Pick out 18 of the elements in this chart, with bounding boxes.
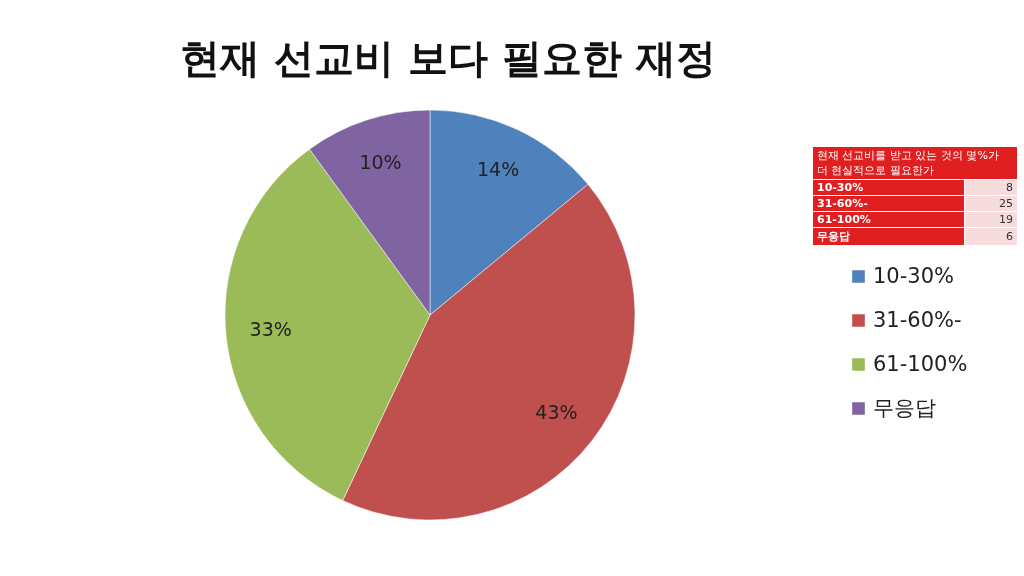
data-label: 6 [964, 227, 1018, 246]
data-label: 33% [249, 318, 292, 341]
legend-label: 10-30% [873, 263, 954, 288]
chart-title: 현재 선교비 보다 필요한 재정 [180, 35, 716, 81]
data-label: 25 [964, 195, 1018, 212]
data-label: 19 [964, 211, 1018, 228]
data-label: 43% [535, 401, 578, 424]
data-label: 8 [964, 179, 1018, 196]
category-label: 10-30% [812, 179, 965, 196]
category-label: 61-100% [812, 211, 965, 228]
category-label: 31-60%- [812, 195, 965, 212]
data-label: 10% [359, 150, 402, 173]
legend-label: 61-100% [873, 351, 968, 376]
legend-label: 31-60%- [873, 307, 962, 332]
data-label: 14% [477, 158, 520, 181]
text: 현재 선교비를 받고 있는 것의 몇%가 더 현실적으로 필요한가 [812, 146, 1018, 180]
category-label: 무응답 [812, 227, 965, 246]
legend-label: 무응답 [873, 395, 936, 420]
